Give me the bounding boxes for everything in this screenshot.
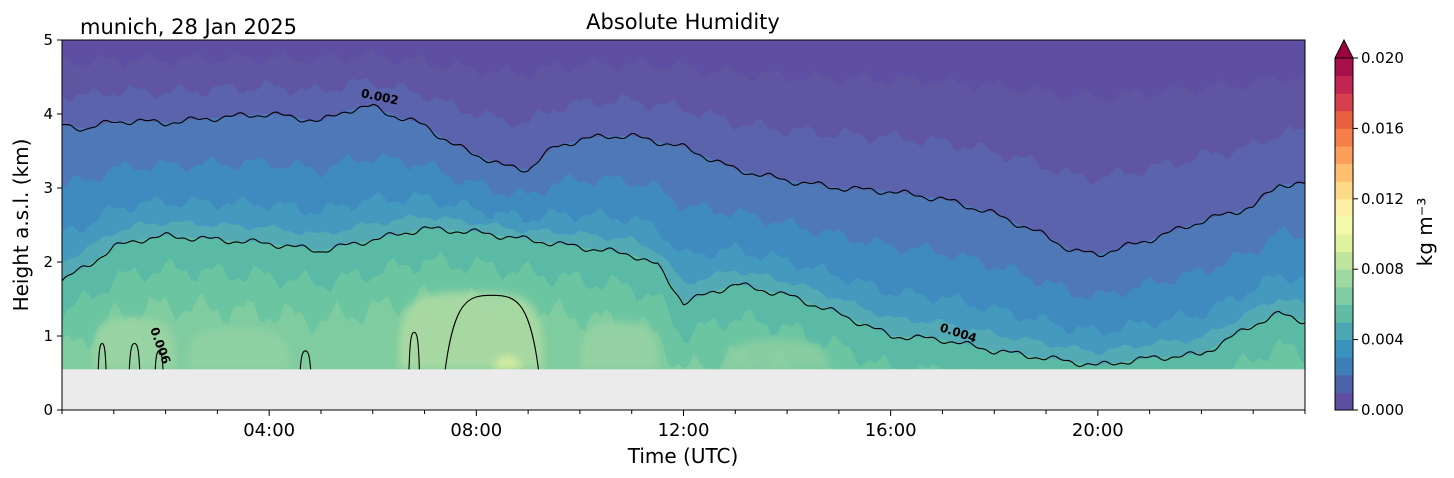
- y-tick-label: 3: [43, 179, 53, 197]
- colorbar-tick-label: 0.020: [1361, 49, 1404, 67]
- colorbar-segment: [1335, 286, 1353, 305]
- moist-patch-d: [579, 321, 658, 370]
- colorbar-segment: [1335, 357, 1353, 376]
- colorbar-segment: [1335, 75, 1353, 94]
- x-axis: 04:00 08:00 12:00 16:00 20:00: [61, 410, 1306, 441]
- colorbar-tick-label: 0.008: [1361, 260, 1404, 278]
- colorbar-segment: [1335, 251, 1353, 270]
- colorbar-segment: [1335, 374, 1353, 393]
- colorbar-extend-arrow: [1334, 38, 1354, 59]
- contour-0006-segment: [128, 342, 141, 370]
- colorbar-segment: [1335, 216, 1353, 235]
- colorbar-segment: [1335, 146, 1353, 165]
- moist-patch-e: [724, 339, 829, 370]
- colorbar-segment: [1335, 110, 1353, 129]
- contour-lines: [62, 103, 1305, 370]
- contour-0004: [62, 226, 1305, 368]
- colorbar-frame: [1334, 58, 1354, 411]
- y-tick-label: 1: [43, 327, 53, 345]
- colorbar-segment: [1335, 269, 1353, 288]
- colorbar-segment: [1335, 58, 1353, 77]
- colorbar-segment: [1335, 234, 1353, 253]
- colorbar-segment: [1335, 181, 1353, 200]
- x-tick-label: 08:00: [450, 420, 502, 441]
- colorbar-label: kg m⁻³: [1413, 198, 1437, 267]
- contour-0006-segment: [154, 350, 164, 370]
- contour-0006-segment: [408, 331, 420, 370]
- contour-0006-segment: [299, 350, 312, 370]
- colorbar-segment: [1335, 163, 1353, 182]
- x-tick-label: 04:00: [243, 420, 295, 441]
- x-tick-label: 16:00: [865, 420, 917, 441]
- colorbar-segment: [1335, 128, 1353, 147]
- contour-0002: [62, 103, 1305, 258]
- no-data-region: [62, 369, 1305, 410]
- contour-0006-segment: [97, 342, 107, 370]
- y-tick-label: 0: [43, 401, 53, 419]
- contour-0006-segment: [444, 294, 540, 370]
- colorbar-tick-label: 0.012: [1361, 190, 1404, 208]
- moist-patch-b: [186, 328, 290, 370]
- colorbar-segment: [1335, 198, 1353, 217]
- y-tick-label: 5: [43, 31, 53, 49]
- colorbar-segment: [1335, 93, 1353, 112]
- location-date-label: munich, 28 Jan 2025: [80, 15, 297, 39]
- y-tick-label: 2: [43, 253, 53, 271]
- colorbar-tick-label: 0.004: [1361, 331, 1404, 349]
- colorbar-segment: [1335, 322, 1353, 341]
- x-tick-label: 12:00: [658, 420, 710, 441]
- colorbar-segment: [1335, 392, 1353, 411]
- y-axis-label: Height a.s.l. (km): [9, 139, 33, 312]
- y-axis: 0 1 2 3 4 5: [43, 31, 62, 419]
- y-tick-label: 4: [43, 105, 53, 123]
- x-axis-label: Time (UTC): [627, 444, 739, 468]
- colorbar-tick-label: 0.016: [1361, 119, 1404, 137]
- colorbar-segment: [1335, 339, 1353, 358]
- colorbar-segment: [1335, 304, 1353, 323]
- moist-core: [491, 355, 523, 370]
- colorbar: 0.000 0.004 0.008 0.012 0.016 0.020: [1334, 38, 1404, 419]
- moist-patch-c: [398, 291, 544, 370]
- x-tick-label: 20:00: [1072, 420, 1124, 441]
- humidity-fill-bands: [62, 40, 1305, 410]
- colorbar-tick-label: 0.000: [1361, 401, 1404, 419]
- chart-title: Absolute Humidity: [586, 10, 780, 34]
